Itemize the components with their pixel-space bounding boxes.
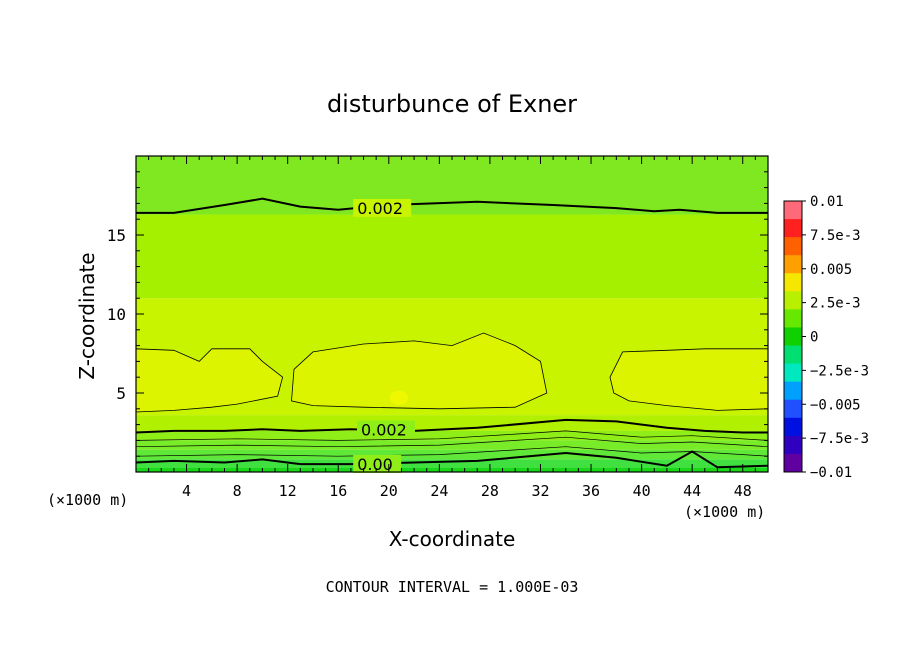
x-tick-label: 20 bbox=[380, 482, 398, 500]
x-tick-label: 4 bbox=[182, 482, 191, 500]
maximum-spot bbox=[389, 390, 408, 405]
x-tick-label: 36 bbox=[582, 482, 600, 500]
minor-contour-2 bbox=[135, 430, 769, 441]
y-tick-label: 10 bbox=[107, 305, 126, 324]
colorbar-swatch-4 bbox=[784, 273, 802, 292]
y-tick-label: 5 bbox=[116, 384, 126, 403]
colorbar-swatch-13 bbox=[784, 435, 802, 455]
contour-label-1: 0.002 bbox=[361, 421, 407, 440]
warm-region-2 bbox=[609, 348, 769, 411]
colorbar-swatch-12 bbox=[784, 417, 802, 437]
band-2 bbox=[136, 449, 768, 460]
x-tick-label: 24 bbox=[430, 482, 448, 500]
colorbar-swatch-2 bbox=[784, 237, 802, 256]
y-axis-label: Z-coordinate bbox=[75, 252, 99, 379]
warm-region-1 bbox=[291, 332, 548, 410]
contour-line-0 bbox=[136, 197, 768, 214]
colorbar-swatch-7 bbox=[784, 327, 802, 347]
x-tick-label: 12 bbox=[279, 482, 297, 500]
minor-contour-0 bbox=[135, 446, 769, 457]
x-tick-label: 40 bbox=[633, 482, 651, 500]
colorbar-tick-label: −0.01 bbox=[810, 465, 852, 481]
colorbar-tick-label: −7.5e-3 bbox=[810, 431, 869, 447]
x-unit-left: (×1000 m) bbox=[47, 491, 128, 509]
colorbar-tick-label: 0 bbox=[810, 330, 818, 346]
contour-interval-footer: CONTOUR INTERVAL = 1.000E-03 bbox=[326, 578, 579, 596]
contour-label-0: 0.002 bbox=[357, 199, 403, 218]
x-tick-label: 8 bbox=[233, 482, 242, 500]
minor-contour-1 bbox=[135, 436, 769, 448]
colorbar-tick-label: −0.005 bbox=[810, 397, 861, 413]
contour-label-2: 0.00 bbox=[357, 455, 393, 474]
contour-line-1 bbox=[135, 418, 768, 434]
contour-line-2 bbox=[135, 450, 769, 469]
band-3 bbox=[136, 440, 768, 450]
colorbar-swatch-14 bbox=[784, 453, 802, 473]
band-7 bbox=[136, 214, 768, 299]
x-axis-label: X-coordinate bbox=[389, 527, 516, 551]
x-unit-right: (×1000 m) bbox=[684, 503, 765, 521]
band-1 bbox=[136, 459, 768, 468]
band-8 bbox=[136, 156, 768, 215]
colorbar-tick-label: −2.5e-3 bbox=[810, 363, 869, 379]
colorbar-tick-label: 2.5e-3 bbox=[810, 296, 861, 312]
band-4 bbox=[136, 430, 768, 441]
colorbar-swatch-9 bbox=[784, 363, 802, 383]
colorbar: 0.01 7.5e-3 0.005 2.5e-3 0 −2.5e-3 −0.005 −7.5e… bbox=[783, 194, 869, 481]
chart-title: disturbunce of Exner bbox=[327, 90, 577, 118]
x-tick-label: 16 bbox=[329, 482, 347, 500]
x-tick-label: 48 bbox=[734, 482, 752, 500]
x-tick-label: 32 bbox=[531, 482, 549, 500]
colorbar-swatch-1 bbox=[784, 219, 802, 238]
y-tick-label: 15 bbox=[107, 226, 126, 245]
colorbar-swatch-3 bbox=[784, 255, 802, 274]
contour-label-bg-0 bbox=[353, 198, 412, 217]
colorbar-tick-label: 7.5e-3 bbox=[810, 228, 861, 244]
colorbar-swatch-11 bbox=[784, 399, 802, 419]
colorbar-swatch-6 bbox=[784, 309, 802, 328]
band-5 bbox=[136, 415, 768, 431]
colorbar-swatch-8 bbox=[784, 345, 802, 365]
x-tick-label: 44 bbox=[683, 482, 701, 500]
colorbar-swatch-0 bbox=[784, 201, 802, 220]
colorbar-swatch-10 bbox=[784, 381, 802, 401]
contour-label-bg-1 bbox=[356, 420, 415, 439]
colorbar-swatch-5 bbox=[784, 291, 802, 310]
warm-region-0 bbox=[135, 348, 284, 413]
colorbar-tick-label: 0.005 bbox=[810, 262, 852, 278]
x-tick-label: 28 bbox=[481, 482, 499, 500]
colorbar-tick-label: 0.01 bbox=[810, 194, 844, 210]
